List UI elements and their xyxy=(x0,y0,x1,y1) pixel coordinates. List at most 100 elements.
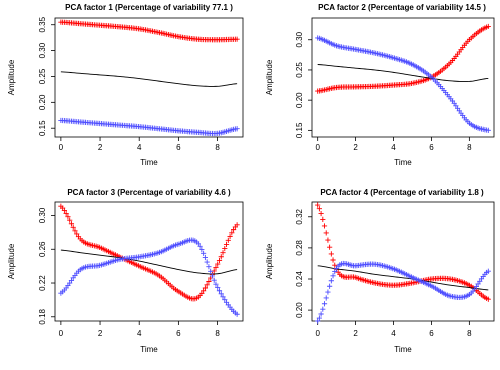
y-tick-label: 0.30 xyxy=(38,42,47,58)
y-tick-label: 0.35 xyxy=(38,16,47,32)
plus-marker xyxy=(485,296,491,302)
y-tick-label: 0.15 xyxy=(295,122,304,138)
chart-title: PCA factor 1 (Percentage of variability … xyxy=(65,3,233,12)
y-tick-label: 0.26 xyxy=(38,241,47,257)
plus-marker xyxy=(234,126,240,132)
x-tick-label: 8 xyxy=(467,143,472,152)
plus-marker xyxy=(211,277,217,283)
plus-marker xyxy=(234,311,240,317)
plus-marker xyxy=(316,206,322,212)
x-tick-label: 8 xyxy=(215,143,220,152)
x-tick-label: 6 xyxy=(429,329,434,338)
plus-marker xyxy=(220,250,226,256)
x-tick-label: 2 xyxy=(98,329,103,338)
plot-frame xyxy=(54,201,244,322)
chart-panel-2: PCA factor 2 (Percentage of variability … xyxy=(265,3,495,167)
plus-marker xyxy=(328,251,334,257)
y-tick-label: 0.22 xyxy=(38,275,47,291)
series-3 xyxy=(58,237,240,317)
chart-title: PCA factor 4 (Percentage of variability … xyxy=(320,188,484,197)
plus-marker xyxy=(234,36,240,42)
plus-marker xyxy=(63,210,69,216)
plus-marker xyxy=(332,268,338,275)
series-2 xyxy=(317,64,489,83)
plus-marker xyxy=(225,237,231,243)
x-axis-label: Time xyxy=(140,345,158,354)
x-tick-label: 6 xyxy=(176,329,181,338)
plus-marker xyxy=(327,283,333,289)
plus-marker xyxy=(213,281,219,287)
plus-marker xyxy=(199,246,205,253)
y-tick-label: 0.25 xyxy=(295,62,304,78)
plus-marker xyxy=(216,288,223,294)
y-axis-label: Amplitude xyxy=(265,59,274,95)
x-tick-label: 4 xyxy=(391,143,396,152)
plus-marker xyxy=(209,273,216,279)
plus-marker xyxy=(70,224,76,230)
mean-curve-line xyxy=(317,265,489,291)
y-tick-label: 0.24 xyxy=(295,271,304,287)
y-tick-label: 0.30 xyxy=(295,31,304,47)
series-3 xyxy=(58,117,240,137)
x-tick-label: 8 xyxy=(467,329,472,338)
plus-marker xyxy=(206,278,212,285)
plus-marker xyxy=(321,223,328,229)
plus-marker xyxy=(220,294,226,300)
series-2 xyxy=(60,71,238,87)
plus-marker xyxy=(213,264,219,271)
plus-marker xyxy=(227,233,233,240)
x-tick-label: 2 xyxy=(353,143,358,152)
x-tick-label: 2 xyxy=(353,329,358,338)
plus-marker xyxy=(202,254,208,261)
chart-title: PCA factor 3 (Percentage of variability … xyxy=(67,188,231,197)
mean-curve-line xyxy=(60,249,238,275)
chart-panel-4: PCA factor 4 (Percentage of variability … xyxy=(265,188,495,354)
y-tick-label: 0.18 xyxy=(38,308,47,324)
y-tick-label: 0.20 xyxy=(38,94,47,110)
plus-marker xyxy=(327,244,333,250)
series-2 xyxy=(60,249,238,275)
plus-marker xyxy=(218,291,224,297)
plus-marker xyxy=(485,127,491,133)
plus-marker xyxy=(215,285,221,291)
series-2 xyxy=(317,265,489,291)
y-tick-label: 0.32 xyxy=(295,208,304,224)
x-tick-label: 4 xyxy=(391,329,396,338)
plus-marker xyxy=(222,297,228,303)
plus-marker xyxy=(74,231,80,237)
x-axis-label: Time xyxy=(140,158,158,167)
x-axis-label: Time xyxy=(394,345,412,354)
plus-marker xyxy=(206,264,212,270)
plus-marker xyxy=(215,261,221,267)
plus-marker xyxy=(325,289,331,295)
series-1 xyxy=(315,23,491,94)
x-tick-label: 8 xyxy=(215,329,220,338)
plus-marker xyxy=(197,243,203,249)
plot-frame xyxy=(311,201,495,322)
plus-marker xyxy=(321,301,328,307)
plus-marker xyxy=(208,268,214,274)
plus-marker xyxy=(316,315,322,321)
plus-marker xyxy=(332,262,338,268)
plus-marker xyxy=(325,237,331,243)
y-axis-label: Amplitude xyxy=(7,243,16,279)
series-1 xyxy=(315,202,491,302)
plus-marker xyxy=(318,311,324,317)
plus-marker xyxy=(201,288,207,294)
y-axis-label: Amplitude xyxy=(7,59,16,95)
x-tick-label: 6 xyxy=(176,143,181,152)
plus-marker xyxy=(320,216,326,223)
series-3 xyxy=(315,260,491,324)
plus-marker xyxy=(65,214,71,220)
mean-curve-line xyxy=(317,64,489,83)
plus-marker xyxy=(72,228,78,234)
plus-marker xyxy=(202,285,208,291)
plus-marker xyxy=(68,221,75,227)
x-axis-label: Time xyxy=(394,158,412,167)
plus-marker xyxy=(218,254,224,260)
x-tick-label: 0 xyxy=(315,143,320,152)
plus-marker xyxy=(323,230,329,236)
y-tick-label: 0.20 xyxy=(295,302,304,318)
